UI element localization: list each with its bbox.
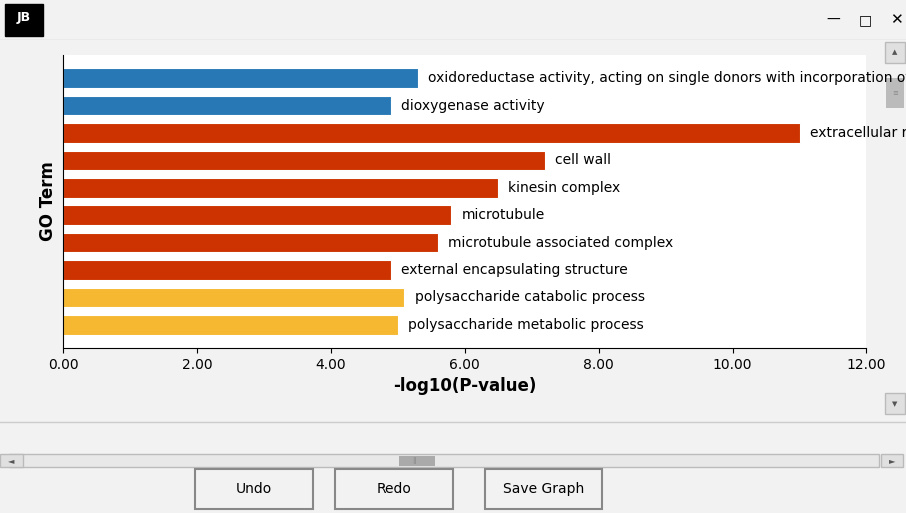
Text: Undo: Undo bbox=[236, 482, 272, 496]
Bar bbox=[63, 178, 498, 198]
Text: ▼: ▼ bbox=[892, 401, 898, 407]
Text: ►: ► bbox=[889, 456, 895, 465]
Bar bbox=[886, 78, 904, 108]
Bar bbox=[63, 68, 418, 88]
Text: external encapsulating structure: external encapsulating structure bbox=[401, 263, 628, 277]
Text: □: □ bbox=[859, 13, 872, 27]
Text: dioxygenase activity: dioxygenase activity bbox=[401, 98, 545, 112]
Bar bbox=[63, 260, 391, 280]
Bar bbox=[63, 96, 391, 115]
FancyBboxPatch shape bbox=[335, 469, 453, 509]
Text: Save Graph: Save Graph bbox=[503, 482, 584, 496]
FancyBboxPatch shape bbox=[195, 469, 313, 509]
Bar bbox=[885, 393, 905, 414]
Bar bbox=[63, 205, 451, 225]
Text: Redo: Redo bbox=[377, 482, 411, 496]
Text: polysaccharide catabolic process: polysaccharide catabolic process bbox=[415, 290, 644, 304]
Bar bbox=[881, 454, 903, 467]
Text: cell wall: cell wall bbox=[555, 153, 612, 167]
Text: ▲: ▲ bbox=[892, 49, 898, 55]
Bar bbox=[399, 456, 435, 465]
Text: microtubule associated complex: microtubule associated complex bbox=[448, 235, 673, 250]
Text: ◄: ◄ bbox=[8, 456, 14, 465]
Bar bbox=[63, 315, 398, 334]
Y-axis label: GO Term: GO Term bbox=[40, 162, 57, 242]
Text: ||: || bbox=[412, 457, 418, 464]
Text: ✕: ✕ bbox=[891, 12, 903, 28]
Bar bbox=[0, 454, 23, 467]
Bar bbox=[63, 150, 545, 170]
Text: microtubule: microtubule bbox=[461, 208, 545, 222]
Bar bbox=[63, 123, 799, 143]
FancyBboxPatch shape bbox=[485, 469, 602, 509]
Bar bbox=[9, 454, 879, 467]
Text: oxidoreductase activity, acting on single donors with incorporation of molec: oxidoreductase activity, acting on singl… bbox=[428, 71, 906, 85]
X-axis label: -log10(P-value): -log10(P-value) bbox=[393, 377, 536, 396]
Bar bbox=[63, 233, 438, 252]
Text: polysaccharide metabolic process: polysaccharide metabolic process bbox=[408, 318, 643, 332]
Text: ≡: ≡ bbox=[892, 90, 898, 96]
Text: JB: JB bbox=[16, 11, 31, 25]
Text: kinesin complex: kinesin complex bbox=[508, 181, 621, 195]
FancyBboxPatch shape bbox=[5, 4, 43, 36]
Bar bbox=[63, 288, 404, 307]
Bar bbox=[885, 42, 905, 63]
Text: —: — bbox=[826, 13, 841, 27]
Text: extracellular region: extracellular region bbox=[810, 126, 906, 140]
